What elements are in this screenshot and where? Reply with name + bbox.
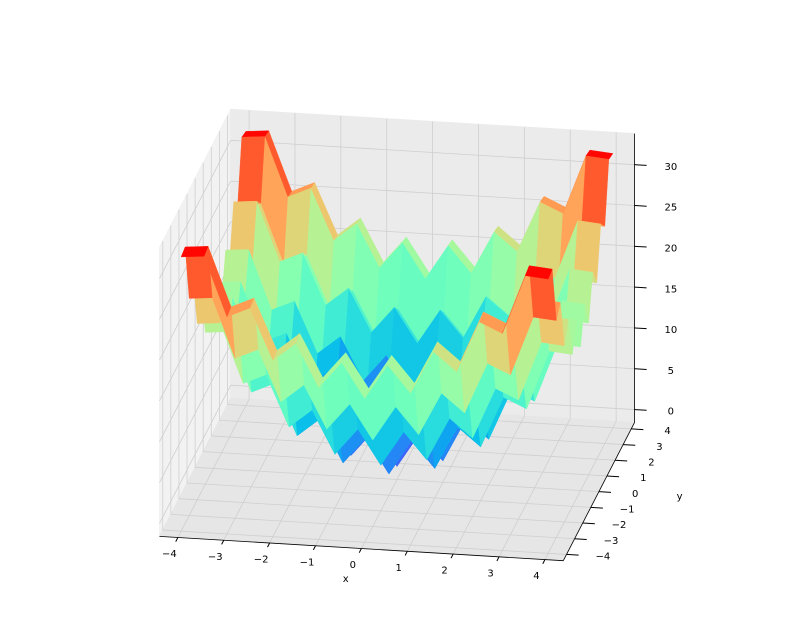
- z-tick-label: 10: [664, 325, 677, 336]
- y-tick-label: −3: [604, 536, 619, 547]
- x-tick-label: −1: [300, 557, 315, 568]
- x-tick-label: 4: [533, 571, 539, 582]
- grid-line: [203, 451, 608, 477]
- x-tick-label: 1: [396, 563, 402, 574]
- surface-face: [237, 136, 265, 205]
- grid-line: [159, 385, 232, 524]
- z-tick-label: 0: [668, 407, 674, 418]
- surface-face: [524, 265, 553, 280]
- z-tick: [634, 368, 647, 370]
- y-tick-label: −4: [595, 552, 610, 563]
- y-tick: [574, 538, 587, 540]
- grid-line: [230, 180, 635, 206]
- x-tick-label: 3: [487, 568, 493, 579]
- x-tick-label: 0: [350, 560, 356, 571]
- z-tick: [634, 164, 647, 166]
- grid-line: [211, 435, 616, 461]
- x-tick: [542, 559, 546, 564]
- y-tick: [582, 522, 595, 525]
- y-tick: [590, 506, 603, 509]
- y-tick: [606, 475, 620, 478]
- surface-face: [581, 155, 610, 227]
- y-tick-label: −2: [612, 520, 627, 531]
- z-tick: [634, 204, 647, 207]
- z-tick: [634, 286, 647, 289]
- z-tick-label: 30: [664, 162, 677, 173]
- grid-line: [195, 466, 599, 493]
- z-tick-label: 20: [664, 243, 677, 254]
- y-tick: [623, 444, 636, 446]
- z-tick-label: 25: [664, 203, 677, 214]
- x-tick: [450, 553, 454, 559]
- x-tick: [404, 551, 408, 556]
- y-tick-label: 1: [640, 473, 646, 484]
- grid-line: [178, 498, 583, 524]
- y-tick: [566, 553, 579, 556]
- grid-line: [162, 529, 567, 555]
- x-tick-label: −4: [162, 549, 177, 560]
- y-tick: [615, 459, 628, 462]
- x-tick-label: −3: [208, 552, 223, 563]
- surface: [180, 130, 614, 475]
- y-tick-label: 0: [632, 489, 638, 500]
- y-tick-label: 3: [656, 442, 662, 453]
- z-tick: [634, 245, 647, 248]
- grid-line: [159, 344, 232, 483]
- grid-line: [159, 140, 232, 279]
- surface-face: [241, 130, 270, 138]
- x-tick-label: −2: [254, 555, 269, 566]
- x-tick: [221, 539, 225, 545]
- x-tick: [496, 556, 500, 562]
- y-tick-label: 4: [664, 426, 670, 437]
- x-tick: [267, 542, 271, 548]
- y-tick: [598, 491, 612, 493]
- grid-line: [170, 513, 575, 540]
- surface-face: [180, 246, 209, 258]
- y-tick-label: −1: [620, 505, 635, 516]
- z-tick-label: 5: [668, 366, 674, 377]
- x-tick: [175, 537, 179, 542]
- z-tick: [634, 409, 647, 411]
- z-tick-label: 15: [664, 284, 677, 295]
- z-tick: [634, 327, 647, 330]
- x-tick-label: 2: [441, 566, 447, 577]
- y-tick: [631, 428, 644, 431]
- x-tick: [358, 548, 362, 553]
- x-tick: [312, 545, 316, 551]
- grid-line: [230, 139, 635, 166]
- y-tick-label: 2: [648, 457, 654, 468]
- x-axis-label: x: [343, 574, 349, 585]
- y-axis-label: y: [677, 492, 683, 503]
- grid-line: [186, 482, 591, 508]
